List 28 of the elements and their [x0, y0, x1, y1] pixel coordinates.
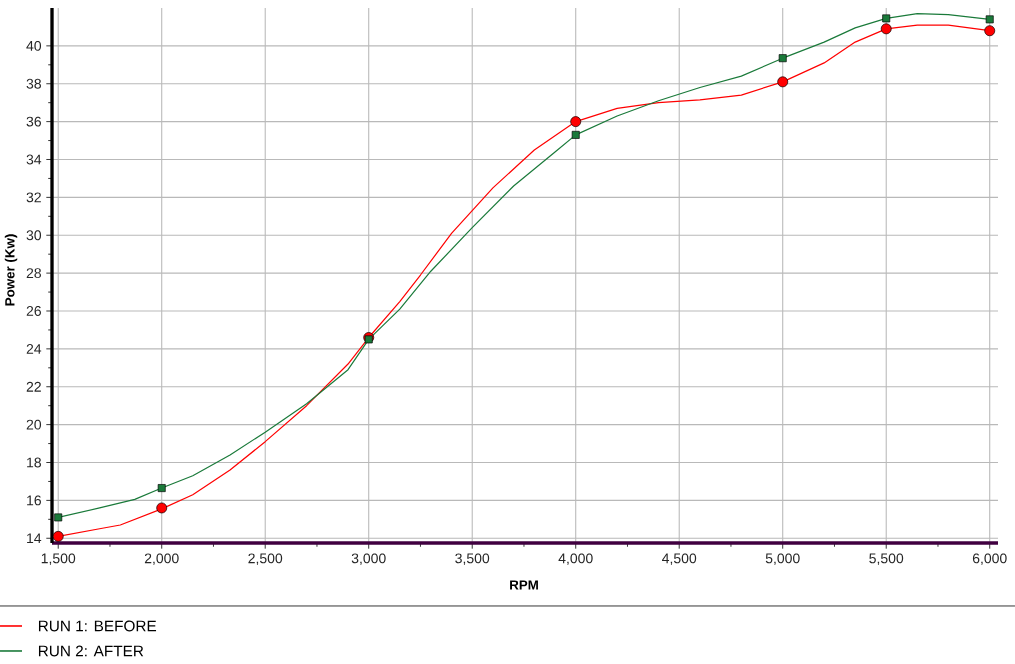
y-tick-label: 22	[26, 381, 41, 392]
y-tick-label: 28	[26, 268, 41, 279]
y-tick-label: 14	[27, 533, 42, 544]
y-tick-label: 40	[26, 40, 42, 51]
x-tick-label: 4,000	[558, 553, 593, 565]
y-tick-label: 18	[27, 457, 41, 468]
y-tick-label: 26	[26, 306, 41, 316]
x-tick-label: 2,000	[144, 553, 179, 565]
y-tick-label: 36	[26, 116, 41, 127]
y-tick-label: 34	[26, 154, 42, 165]
x-tick-label: 5,500	[869, 553, 904, 565]
x-tick-label: 2,500	[248, 553, 283, 565]
x-tick-label: 3,000	[351, 553, 386, 565]
y-tick-label: 16	[27, 495, 41, 506]
x-tick-label: 6,000	[972, 553, 1007, 565]
y-tick-label: 32	[26, 192, 41, 203]
x-tick-label: 4,500	[662, 553, 697, 565]
legend-label: RUN 1: BEFORE	[38, 620, 157, 632]
x-tick-label: 5,000	[765, 553, 800, 565]
y-tick-label: 20	[26, 419, 42, 430]
x-axis-title: RPM	[510, 580, 538, 590]
legend-label: RUN 2: AFTER	[38, 645, 144, 657]
x-tick-label: 3,500	[455, 553, 490, 565]
x-tick-label: 1,500	[41, 553, 76, 565]
y-tick-label: 30	[26, 230, 42, 241]
y-tick-label: 24	[26, 344, 42, 354]
y-axis-title: Power (Kw)	[4, 234, 18, 306]
y-tick-label: 38	[26, 78, 41, 89]
